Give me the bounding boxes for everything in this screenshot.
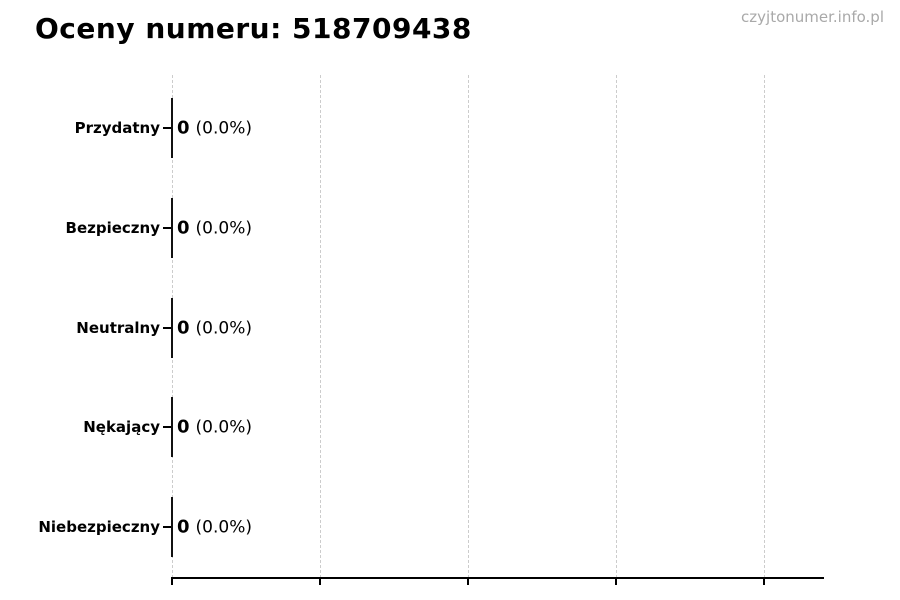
- category-label: Nękający: [83, 418, 160, 436]
- value-percent: (0.0%): [195, 118, 252, 139]
- gridline: [468, 75, 469, 578]
- x-axis-tick: [615, 579, 617, 585]
- value-percent: (0.0%): [195, 417, 252, 438]
- x-axis-tick: [763, 579, 765, 585]
- category-label: Niebezpieczny: [38, 518, 160, 536]
- bar-row: Neutralny 0 (0.0%): [0, 278, 900, 378]
- bar-zero-width: [171, 98, 173, 158]
- value-percent: (0.0%): [195, 218, 252, 239]
- bar-row: Niebezpieczny 0 (0.0%): [0, 477, 900, 577]
- gridline: [616, 75, 617, 578]
- x-axis-tick: [319, 579, 321, 585]
- value-count: 0: [177, 217, 190, 239]
- bar-row: Nękający 0 (0.0%): [0, 377, 900, 477]
- value-count: 0: [177, 516, 190, 538]
- category-label: Przydatny: [74, 119, 160, 137]
- y-axis-tick: [163, 327, 171, 329]
- value-count: 0: [177, 416, 190, 438]
- value-annotation: 0 (0.0%): [177, 517, 252, 538]
- value-annotation: 0 (0.0%): [177, 218, 252, 239]
- category-label: Bezpieczny: [65, 219, 160, 237]
- value-annotation: 0 (0.0%): [177, 318, 252, 339]
- bar-zero-width: [171, 298, 173, 358]
- y-axis-tick: [163, 127, 171, 129]
- gridline: [320, 75, 321, 578]
- value-percent: (0.0%): [195, 517, 252, 538]
- value-annotation: 0 (0.0%): [177, 417, 252, 438]
- gridline: [764, 75, 765, 578]
- x-axis-line: [171, 577, 824, 585]
- y-axis-tick: [163, 526, 171, 528]
- y-axis-tick: [163, 426, 171, 428]
- y-axis-tick: [163, 227, 171, 229]
- watermark-text: czyjtonumer.info.pl: [741, 8, 884, 26]
- bar-zero-width: [171, 497, 173, 557]
- bar-zero-width: [171, 198, 173, 258]
- value-percent: (0.0%): [195, 318, 252, 339]
- chart-title: Oceny numeru: 518709438: [35, 12, 472, 45]
- bar-zero-width: [171, 397, 173, 457]
- x-axis-tick: [171, 579, 173, 585]
- value-count: 0: [177, 117, 190, 139]
- bar-row: Przydatny 0 (0.0%): [0, 78, 900, 178]
- value-annotation: 0 (0.0%): [177, 118, 252, 139]
- category-label: Neutralny: [76, 319, 160, 337]
- bar-row: Bezpieczny 0 (0.0%): [0, 178, 900, 278]
- x-axis-tick: [467, 579, 469, 585]
- value-count: 0: [177, 317, 190, 339]
